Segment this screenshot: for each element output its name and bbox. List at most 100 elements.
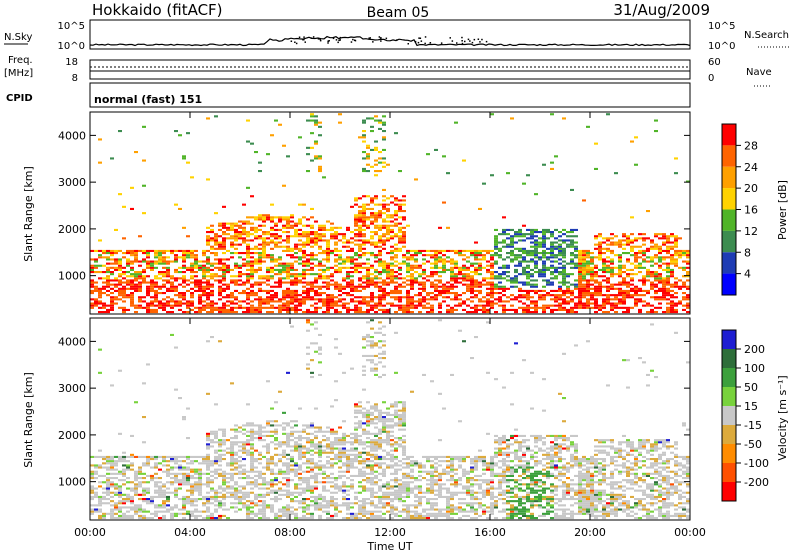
heatmap-cell [246,296,250,299]
heatmap-cell [542,254,546,257]
heatmap-cell [114,289,118,292]
heatmap-cell [210,441,214,444]
heatmap-cell [326,502,330,505]
heatmap-cell [478,300,482,303]
heatmap-cell [546,281,550,284]
heatmap-cell [366,226,370,229]
heatmap-cell [334,287,338,290]
heatmap-cell [634,285,638,288]
heatmap-cell [106,285,110,288]
heatmap-cell [174,277,178,280]
heatmap-cell [158,249,162,252]
heatmap-cell [90,264,94,267]
heatmap-cell [154,495,158,498]
heatmap-cell [270,296,274,299]
heatmap-cell [270,407,274,410]
freq-tick-top: 18 [65,57,78,68]
heatmap-cell [222,258,226,261]
heatmap-cell [666,245,670,248]
heatmap-cell [226,439,230,442]
heatmap-cell [134,249,138,252]
heatmap-cell [238,464,242,467]
heatmap-cell [306,506,310,509]
heatmap-cell [254,271,258,274]
heatmap-cell [174,268,178,271]
heatmap-cell [426,153,430,156]
heatmap-cell [558,254,562,257]
heatmap-cell [450,262,454,265]
heatmap-cell [342,245,346,248]
heatmap-cell [142,275,146,278]
heatmap-cell [470,311,474,314]
heatmap-cell [262,241,266,244]
heatmap-cell [150,466,154,469]
heatmap-cell [238,306,242,309]
heatmap-cell [154,512,158,515]
heatmap-cell [230,292,234,295]
heatmap-cell [186,283,190,286]
heatmap-cell [330,447,334,450]
heatmap-cell [526,266,530,269]
heatmap-cell [270,508,274,511]
heatmap-cell [450,287,454,290]
heatmap-cell [258,268,262,271]
heatmap-cell [458,268,462,271]
nsky-dot [310,37,313,39]
heatmap-cell [662,285,666,288]
heatmap-cell [202,275,206,278]
heatmap-cell [630,140,634,143]
heatmap-cell [102,514,106,517]
heatmap-cell [378,281,382,284]
heatmap-cell [162,285,166,288]
heatmap-cell [258,266,262,269]
heatmap-cell [610,258,614,261]
heatmap-cell [478,262,482,265]
heatmap-cell [106,311,110,314]
heatmap-cell [306,449,310,452]
heatmap-cell [394,199,398,202]
heatmap-cell [334,430,338,433]
heatmap-cell [566,308,570,311]
heatmap-cell [334,233,338,236]
heatmap-cell [278,285,282,288]
heatmap-cell [318,455,322,458]
heatmap-cell [418,292,422,295]
heatmap-cell [262,517,266,520]
heatmap-cell [638,264,642,267]
heatmap-cell [278,268,282,271]
heatmap-cell [346,302,350,305]
heatmap-cell [170,304,174,307]
heatmap-cell [266,241,270,244]
heatmap-cell [322,264,326,267]
nsky-dot [368,37,370,39]
heatmap-cell [130,266,134,269]
nsky-dot [380,40,382,42]
heatmap-cell [334,506,338,509]
heatmap-cell [286,268,290,271]
heatmap-cell [578,289,582,292]
heatmap-cell [326,268,330,271]
heatmap-cell [658,256,662,259]
heatmap-cell [258,260,262,263]
heatmap-cell [350,300,354,303]
heatmap-cell [658,249,662,252]
heatmap-cell [666,287,670,290]
heatmap-cell [606,268,610,271]
heatmap-cell [410,302,414,305]
heatmap-cell [342,260,346,263]
heatmap-cell [202,268,206,271]
heatmap-cell [430,273,434,276]
heatmap-cell [106,308,110,311]
heatmap-cell [318,262,322,265]
heatmap-cell [94,298,98,301]
heatmap-cell [202,252,206,255]
heatmap-cell [246,308,250,311]
heatmap-cell [190,491,194,494]
heatmap-cell [222,489,226,492]
heatmap-cell [206,226,210,229]
heatmap-cell [406,256,410,259]
heatmap-cell [590,268,594,271]
heatmap-cell [118,193,122,196]
heatmap-cell [458,271,462,274]
heatmap-cell [278,298,282,301]
